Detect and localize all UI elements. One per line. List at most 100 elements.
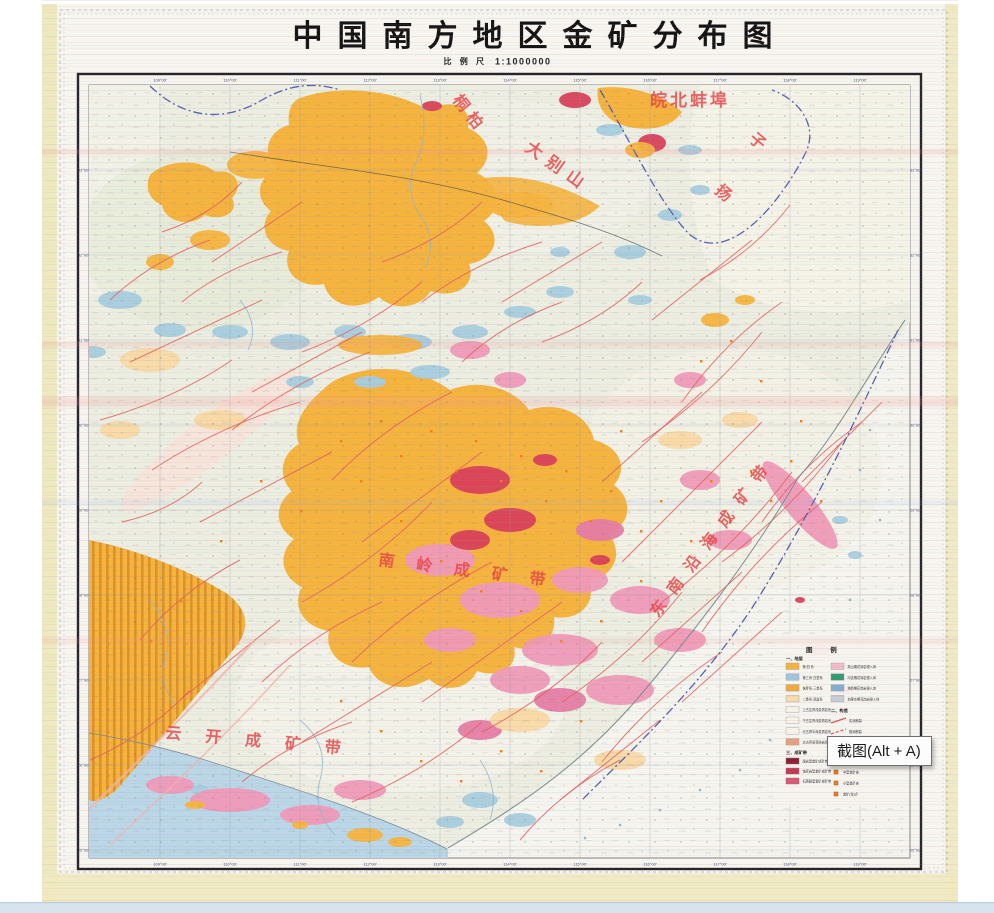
lat-tick-label: 25°00′ <box>910 848 921 853</box>
legend-swatch <box>830 684 845 692</box>
lat-tick-label: 28°00′ <box>910 593 921 598</box>
paper-edge-right <box>945 4 958 905</box>
legend-swatch <box>785 662 800 670</box>
legend-swatch <box>830 673 845 681</box>
legend-swatch <box>785 716 800 724</box>
lon-tick-label: 117°00′ <box>713 862 726 867</box>
legend-item-label: 印支期花岗岩侵入体 <box>848 675 877 680</box>
legend-item-label: 上古生界浅变质岩系 <box>803 707 832 712</box>
lon-tick-label: 118°00′ <box>783 78 796 83</box>
lon-tick-label: 119°00′ <box>853 78 866 83</box>
lat-tick-label: 30°00′ <box>910 423 921 428</box>
map-title: 中国南方地区金矿分布图 <box>293 19 788 53</box>
legend-item-label: 加里东期花岗岩侵入体 <box>848 696 881 701</box>
coastline-southeast <box>447 319 906 849</box>
legend-swatch <box>785 695 800 703</box>
legend-item-label: 下古生界浅变质岩系 <box>803 718 832 723</box>
fault-lines <box>89 181 883 841</box>
screenshot-tooltip-label: 截图(Alt + A) <box>837 743 921 760</box>
lat-tick-label: 33°00′ <box>910 168 921 173</box>
legend-item-label: 石英脉型金矿成矿带 <box>803 779 832 784</box>
legend-fault-symbol <box>830 728 847 735</box>
legend-item-label: 中型金矿床 <box>843 770 860 775</box>
lon-tick-label: 111°00′ <box>294 862 307 867</box>
legend-item-label: 元古界中深变质岩系 <box>803 729 832 734</box>
lon-tick-label: 110°00′ <box>223 862 236 867</box>
lon-tick-label: 117°00′ <box>713 78 726 83</box>
legend-item-label: 实测断裂 <box>849 718 863 723</box>
page-bottom-bar-line <box>0 902 994 904</box>
legend-swatch <box>785 738 800 746</box>
legend-item-label: 小型金矿床 <box>843 781 860 786</box>
page-bottom-bar <box>0 903 994 913</box>
graticule-grid <box>89 85 910 858</box>
lon-tick-label: 112°00′ <box>363 78 376 83</box>
lat-tick-label: 32°00′ <box>910 253 921 258</box>
lon-tick-label: 115°00′ <box>573 78 586 83</box>
island-specks <box>583 428 882 840</box>
graticule-tick-labels: 109°00′ 109°00′ 110°00′ 110°00′ 111°00′ 111°0… <box>78 78 921 867</box>
lat-tick-label: 33°00′ <box>78 168 89 173</box>
lat-tick-label: 28°00′ <box>78 593 89 598</box>
lat-tick-label: 31°00′ <box>910 338 921 343</box>
lat-tick-label: 32°00′ <box>78 253 89 258</box>
legend-item-label: 蚀变岩型金矿成矿带 <box>803 769 832 774</box>
zigzag-border-icon <box>59 9 948 873</box>
boundary-lines <box>149 85 899 801</box>
gold-mine-dots <box>150 340 823 783</box>
lon-tick-label: 119°00′ <box>853 862 866 867</box>
legend-swatch <box>785 767 800 775</box>
legend-item-label: 绿岩型金矿成矿带 <box>803 759 829 764</box>
legend-mine-symbol <box>833 769 839 775</box>
lat-tick-label: 30°00′ <box>78 423 89 428</box>
map-label-wanbei-bengbu: 皖北蚌埠 <box>650 90 730 110</box>
legend-swatch <box>830 662 845 670</box>
lon-tick-label: 110°00′ <box>223 78 236 83</box>
legend-item-label: 金矿(化)点 <box>843 792 859 797</box>
scale-label: 比 例 尺 <box>444 56 487 66</box>
lat-tick-label: 27°00′ <box>78 678 89 683</box>
legend-item-label: 燕山期花岗岩侵入体 <box>848 664 877 669</box>
legend-swatch <box>785 673 800 681</box>
lon-tick-label: 113°00′ <box>433 78 446 83</box>
legend-mine-symbol <box>833 791 839 797</box>
scale-value: 1:1000000 <box>495 57 552 67</box>
legend-item-label: 海西期花岗岩侵入体 <box>848 686 877 691</box>
paper-edge-bottom <box>42 874 958 905</box>
lon-tick-label: 109°00′ <box>153 78 167 83</box>
lat-tick-label: 29°00′ <box>78 508 89 513</box>
lon-tick-label: 114°00′ <box>503 862 516 867</box>
lon-tick-label: 109°00′ <box>153 862 167 867</box>
legend-fault-symbol <box>830 717 847 724</box>
legend-section-header: 三、成矿带 <box>786 749 808 756</box>
lon-tick-label: 111°00′ <box>294 78 307 83</box>
lat-tick-label: 25°00′ <box>78 848 89 853</box>
legend-item-label: 第 四 系 <box>803 664 814 669</box>
legend-swatch <box>785 777 800 785</box>
map-canvas[interactable] <box>70 85 910 858</box>
legend-title: 图 例 <box>806 645 845 654</box>
legend-swatch <box>785 684 800 692</box>
legend-item-label: 太古界深变质岩系 <box>803 740 829 745</box>
legend-item-label: 第三系·白垩系 <box>803 675 823 680</box>
lon-tick-label: 116°00′ <box>643 78 656 83</box>
lat-tick-label: 26°00′ <box>78 763 89 768</box>
legend-swatch <box>785 727 800 735</box>
coastline-south <box>89 732 448 850</box>
lon-tick-label: 116°00′ <box>643 862 656 867</box>
paper-edge-left <box>42 4 57 905</box>
screenshot-tooltip: 截图(Alt + A) <box>827 736 932 766</box>
lon-tick-label: 118°00′ <box>783 862 796 867</box>
legend-swatch <box>830 695 845 703</box>
lat-tick-label: 31°00′ <box>78 338 89 343</box>
lat-tick-label: 27°00′ <box>910 678 921 683</box>
lon-tick-label: 113°00′ <box>433 862 446 867</box>
lon-tick-label: 112°00′ <box>363 862 376 867</box>
map-legend: 图 例 一、地层第 四 系第三系·白垩系侏罗系·三叠系二叠系·泥盆系上古生界浅变… <box>779 634 909 806</box>
legend-swatch <box>785 706 800 713</box>
legend-mine-symbol <box>833 780 839 786</box>
legend-section-header: 一、地层 <box>786 655 804 662</box>
legend-section-header: 二、构造 <box>831 707 849 714</box>
